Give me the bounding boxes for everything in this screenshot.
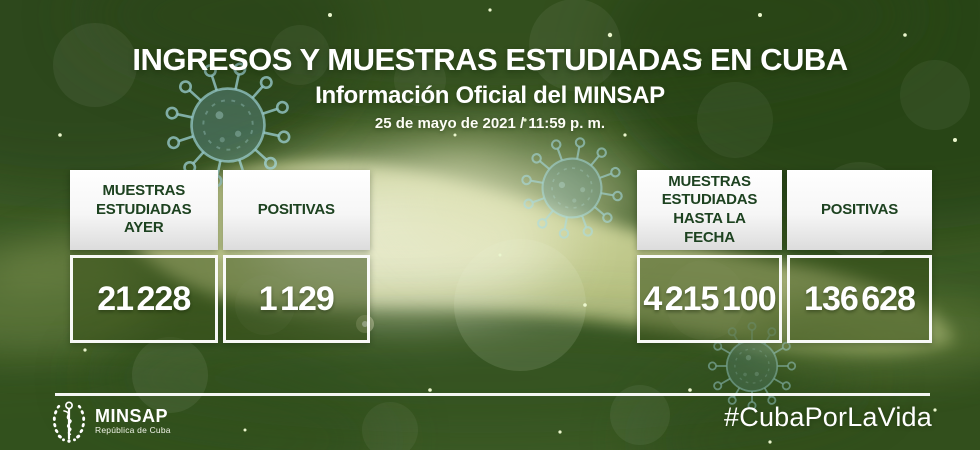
stat-value: 136 628	[787, 255, 932, 343]
stat-label: MUESTRAS ESTUDIADAS AYER	[70, 170, 218, 250]
stats-todate-group: MUESTRAS ESTUDIADAS HASTA LA FECHA 4 215…	[637, 170, 932, 343]
stat-label: POSITIVAS	[787, 170, 932, 250]
minsap-caduceus-wreath-icon	[52, 401, 86, 443]
minsap-logo: MINSAP República de Cuba	[50, 399, 171, 443]
page-subtitle: Información Oficial del MINSAP	[315, 82, 665, 109]
stat-positivas-hasta-la-fecha: POSITIVAS 136 628	[787, 170, 932, 343]
logo-text-wrap: MINSAP República de Cuba	[95, 405, 171, 436]
stat-label: MUESTRAS ESTUDIADAS HASTA LA FECHA	[637, 170, 782, 250]
stat-muestras-ayer: MUESTRAS ESTUDIADAS AYER 21 228	[70, 170, 218, 343]
report-date: 25 de mayo de 2021 / 11:59 p. m.	[374, 115, 606, 132]
page-title: INGRESOS Y MUESTRAS ESTUDIADAS EN CUBA	[132, 42, 848, 77]
logo-title: MINSAP	[95, 405, 169, 426]
stat-label: POSITIVAS	[222, 170, 370, 250]
stat-value: 1 129	[222, 255, 370, 343]
stat-value: 4 215 100	[637, 255, 782, 343]
stat-muestras-hasta-la-fecha: MUESTRAS ESTUDIADAS HASTA LA FECHA 4 215…	[637, 170, 782, 343]
stats-yesterday-group: MUESTRAS ESTUDIADAS AYER 21 228 POSITIVA…	[70, 170, 370, 343]
campaign-hashtag: #CubaPorLaVida	[724, 402, 932, 432]
footer-divider	[55, 393, 930, 396]
logo-subtitle: República de Cuba	[95, 425, 171, 436]
stat-positivas-ayer: POSITIVAS 1 129	[222, 170, 370, 343]
stat-value: 21 228	[70, 255, 218, 343]
